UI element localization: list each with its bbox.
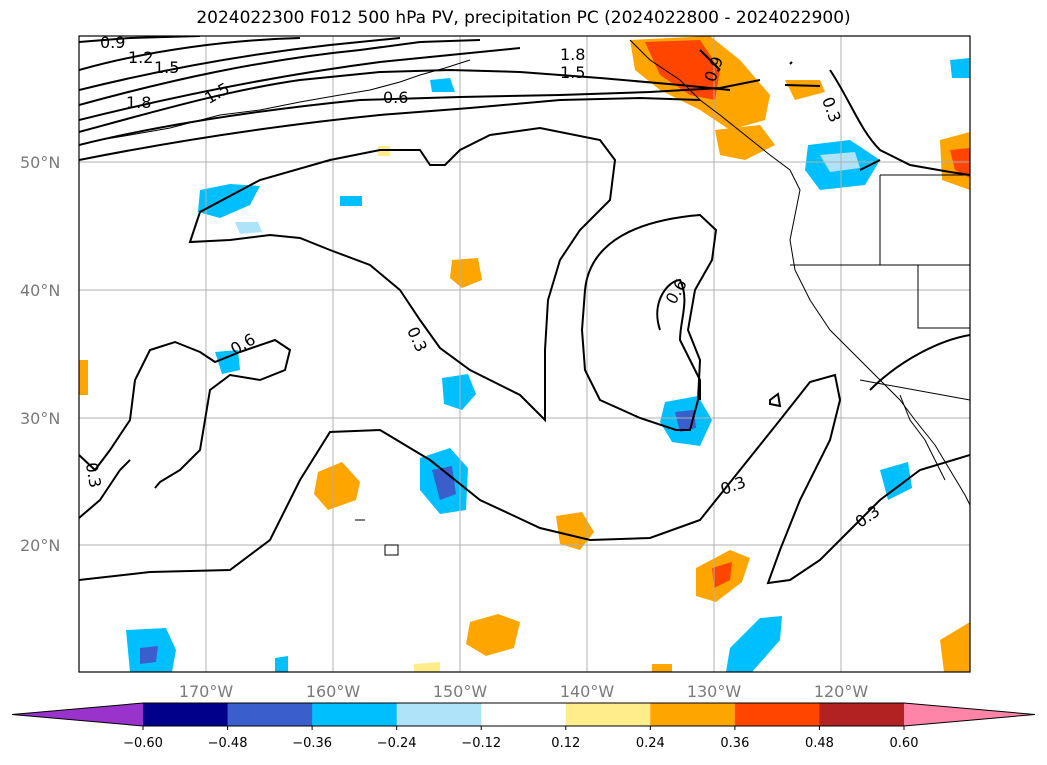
map-frame [78,35,971,673]
contour-label: 1.5 [560,63,585,82]
colorbar-tick-label: 0.48 [805,736,834,751]
lat-label: 20°N [20,536,60,555]
lon-label: 150°W [433,682,488,701]
lat-label: 50°N [20,153,60,172]
contour-label: 0.6 [383,88,408,107]
contour-label: 0.3 [82,461,105,489]
colorbar-segment [312,703,398,726]
colorbar: −0.60 −0.48 −0.36 −0.24 −0.12 0.12 0.24 0.36 0.4… [11,702,1036,751]
colorbar-segment [396,703,482,726]
colorbar-segment [227,703,313,726]
colorbar-tick-label: −0.36 [292,736,332,751]
lon-label: 130°W [687,682,742,701]
contour-label: 1.8 [560,45,585,64]
lon-label: 160°W [306,682,361,701]
colorbar-segment [481,703,567,726]
latitude-labels: 50°N 40°N 30°N 20°N [20,153,60,555]
colorbar-segment [650,703,736,726]
lon-label: 170°W [179,682,234,701]
map-title: 2024022300 F012 500 hPa PV, precipitatio… [196,8,851,28]
colorbar-tick-label: −0.48 [208,736,248,751]
pv-contours [79,36,970,585]
colorbar-segment [565,703,651,726]
colorbar-extend-min [12,703,143,726]
colorbar-tick-label: −0.24 [377,736,417,751]
longitude-labels: 170°W 160°W 150°W 140°W 130°W 120°W [179,682,869,701]
lon-label: 140°W [560,682,615,701]
colorbar-segment [143,703,229,726]
colorbar-tick-label: −0.60 [123,736,163,751]
colorbar-segment [819,703,905,726]
colorbar-tick-label: 0.36 [720,736,749,751]
contour-label: 1.8 [126,93,151,112]
map-gridlines [79,36,970,672]
contour-label: 1.2 [128,48,153,67]
colorbar-tick-label: 0.24 [636,736,665,751]
lat-label: 30°N [20,409,60,428]
colorbar-tick-label: 0.12 [551,736,580,751]
lon-label: 120°W [814,682,869,701]
contour-label: 0.9 [100,33,125,52]
colorbar-extend-max [904,703,1035,726]
colorbar-tick-label: 0.60 [890,736,919,751]
colorbar-tick-label: −0.12 [461,736,501,751]
lat-label: 40°N [20,281,60,300]
map-background [79,36,970,672]
contour-label: 1.5 [154,58,179,77]
colorbar-segment [734,703,820,726]
